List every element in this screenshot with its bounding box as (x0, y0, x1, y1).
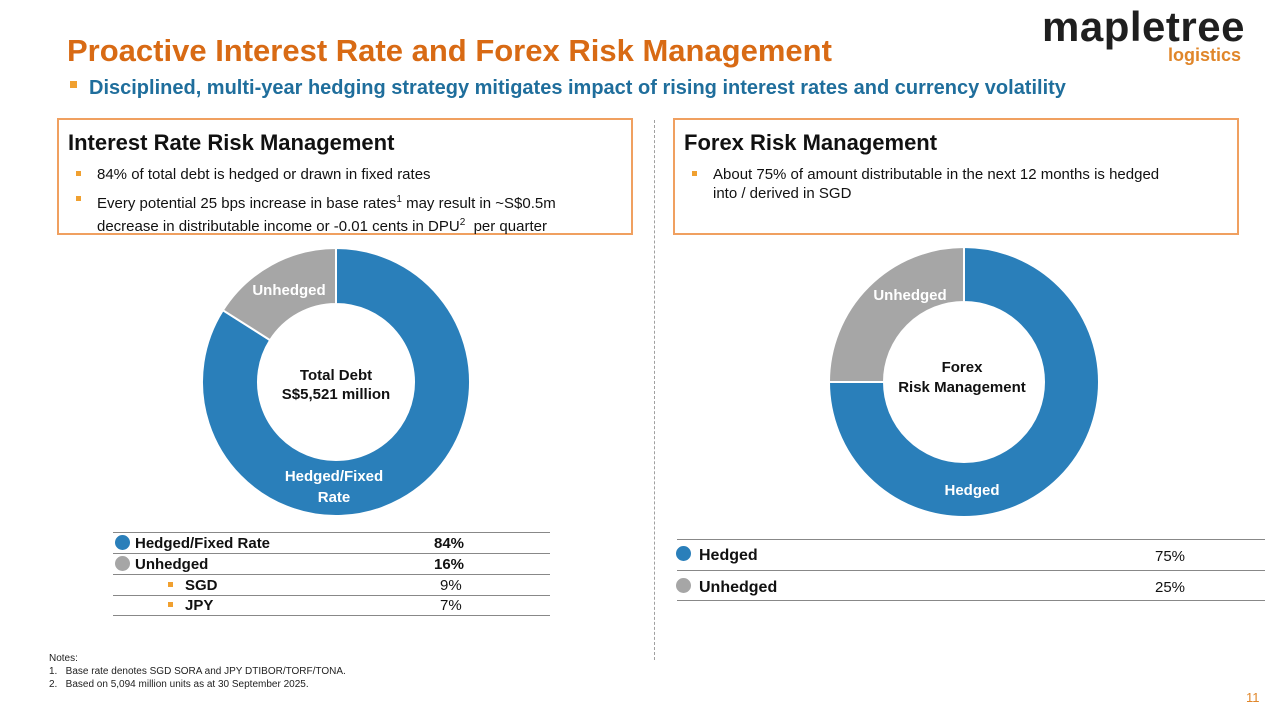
table-rule (113, 574, 550, 575)
bullet-square-icon (76, 171, 81, 176)
forex-heading: Forex Risk Management (684, 130, 938, 155)
footnote-ref-2: 2 (459, 217, 466, 228)
footnote-ref-1: 1 (396, 194, 402, 205)
note-2: 2. Based on 5,094 million units as at 30… (49, 679, 309, 690)
subtitle-text: Disciplined, multi-year hedging strategy… (89, 77, 1066, 99)
unhedged-legend-icon (115, 555, 130, 571)
forex-donut-chart: Forex Risk Management Unhedged Hedged (827, 245, 1100, 518)
interest-bullet-2-text-a: Every potential 25 bps increase in base … (97, 195, 397, 212)
table-rule (677, 539, 1265, 540)
donut1-slice-label-hedged-2: Rate (318, 489, 351, 506)
table-row: Hedged/Fixed Rate (115, 534, 271, 552)
donut1-center-line2: S$5,521 million (282, 386, 390, 403)
row-value: 84% (434, 535, 465, 552)
column-divider (654, 120, 655, 660)
table-row: Unhedged (115, 555, 209, 573)
table-rule (113, 532, 550, 533)
footnotes: Notes: 1. Base rate denotes SGD SORA and… (49, 652, 346, 691)
table-row: SGD (168, 577, 218, 594)
page-title: Proactive Interest Rate and Forex Risk M… (67, 33, 832, 68)
bullet-square-icon (168, 581, 173, 587)
forex-bullet-1: About 75% of amount distributable in the… (692, 165, 1233, 203)
donut-slice-unhedged (221, 246, 337, 342)
table-rule (677, 600, 1265, 601)
donut2-center-line1: Forex (942, 359, 984, 376)
donut1-slice-label-unhedged: Unhedged (252, 282, 325, 299)
table-rule (113, 553, 550, 554)
page-number: 11 (1246, 690, 1260, 705)
notes-header: Notes: (49, 653, 78, 664)
row-value: 25% (1155, 579, 1186, 596)
donut1-slice-label-hedged-1: Hedged/Fixed (285, 468, 383, 485)
row-label: Unhedged (699, 579, 778, 596)
table-row: Unhedged (676, 578, 778, 597)
forex-bullet-1-text-b: into / derived in SGD (713, 185, 852, 202)
forex-bullet-1-text-a: About 75% of amount distributable in the… (713, 166, 1160, 183)
row-label: Unhedged (135, 556, 209, 573)
forex-box: Forex Risk Management About 75% of amoun… (673, 118, 1239, 235)
interest-rate-heading: Interest Rate Risk Management (68, 130, 395, 155)
interest-bullet-2-text-d: per quarter (465, 218, 547, 235)
table-rule (113, 595, 550, 596)
page-subtitle: Disciplined, multi-year hedging strategy… (70, 77, 1066, 100)
hedged-legend-icon (115, 534, 130, 550)
row-value: 9% (440, 577, 462, 594)
table-row: JPY (168, 597, 213, 614)
interest-bullet-2: Every potential 25 bps increase in base … (76, 190, 627, 236)
table-rule (677, 570, 1265, 571)
bullet-square-icon (692, 171, 697, 176)
unhedged-legend-icon (676, 578, 691, 594)
donut2-slice-label-hedged: Hedged (944, 482, 999, 499)
interest-bullet-2-text-b: may result in ~S$0.5m (401, 195, 556, 212)
bullet-square-icon (70, 81, 77, 89)
bullet-square-icon (168, 601, 173, 607)
interest-bullet-2-text-c: decrease in distributable income or -0.0… (97, 218, 460, 235)
logo-subtext: logistics (1168, 45, 1242, 65)
row-label: Hedged/Fixed Rate (135, 535, 271, 552)
donut2-slice-label-unhedged: Unhedged (873, 287, 946, 304)
interest-bullet-1-text: 84% of total debt is hedged or drawn in … (97, 166, 431, 183)
donut1-center-line1: Total Debt (300, 367, 372, 384)
interest-rate-box: Interest Rate Risk Management 84% of tot… (57, 118, 633, 235)
table-rule (113, 615, 550, 616)
donut2-center-line2: Risk Management (898, 379, 1026, 396)
donut-slice-hedged (827, 245, 1100, 518)
donut-slice-hedged-fixed-rate (201, 246, 471, 517)
row-value: 75% (1155, 548, 1186, 565)
interest-bullet-1: 84% of total debt is hedged or drawn in … (76, 165, 617, 184)
row-label: JPY (185, 597, 214, 614)
bullet-square-icon (76, 196, 81, 201)
row-value: 16% (434, 556, 465, 573)
donut-slice-unhedged (827, 245, 965, 383)
hedged-legend-icon (676, 546, 691, 562)
table-row: Hedged (676, 546, 758, 565)
row-label: SGD (185, 577, 218, 594)
interest-donut-chart: Total Debt S$5,521 million Unhedged Hedg… (201, 246, 471, 517)
logo-wordmark: mapletree (1042, 3, 1245, 50)
row-value: 7% (440, 597, 462, 614)
note-1: 1. Base rate denotes SGD SORA and JPY DT… (49, 666, 346, 677)
row-label: Hedged (699, 547, 758, 564)
